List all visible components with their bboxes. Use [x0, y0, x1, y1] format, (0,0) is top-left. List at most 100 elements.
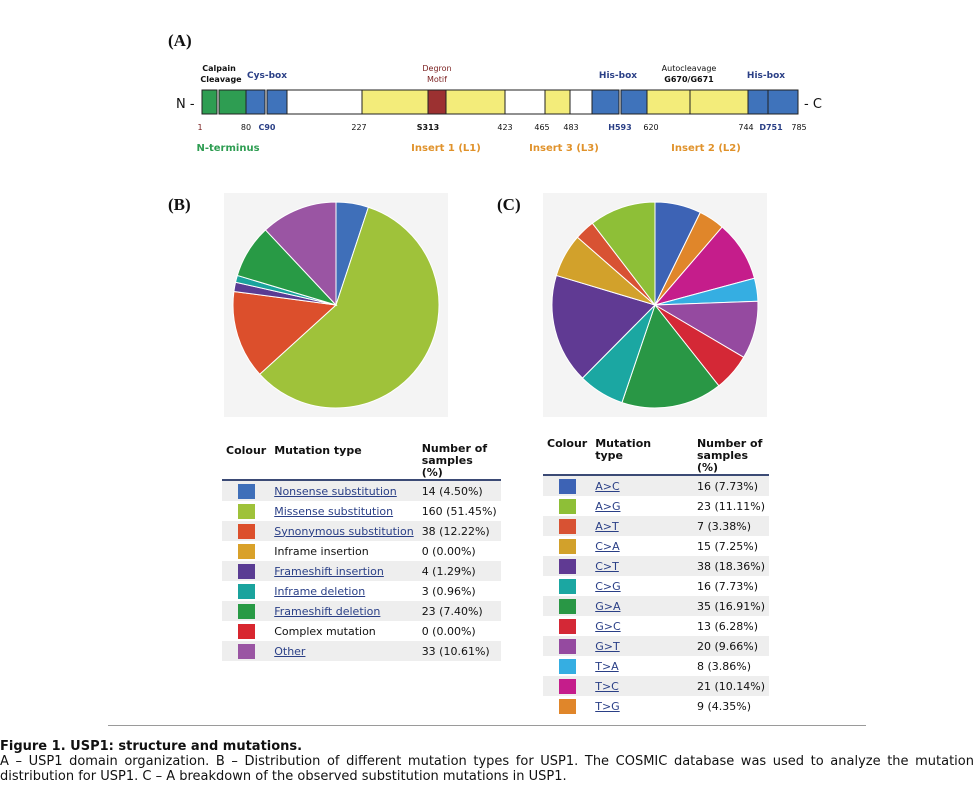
insert1-segment-1 — [361, 89, 429, 115]
table-row: C>G 16 (7.73%) — [543, 576, 769, 596]
table-b-num-header: Number of samples (%) — [421, 442, 488, 479]
colour-swatch — [237, 643, 255, 659]
sample-count: 38 (18.36%) — [696, 559, 765, 573]
region-insert2: Insert 2 (L2) — [671, 143, 741, 154]
colour-swatch — [558, 598, 576, 614]
mutation-type-link[interactable]: Other — [274, 644, 306, 658]
pie-slice — [264, 201, 337, 307]
mutation-type-link[interactable]: A>T — [595, 519, 619, 533]
sample-count: 7 (3.38%) — [696, 519, 751, 533]
sample-count: 16 (7.73%) — [696, 579, 758, 593]
colour-swatch — [237, 623, 255, 639]
pos-227: 227 — [351, 123, 366, 132]
mutation-type-link[interactable]: Frameshift insertion — [274, 564, 384, 578]
n-term-label: N - — [176, 97, 195, 112]
hisbox-segment-4 — [767, 89, 799, 115]
mutation-type-link[interactable]: Frameshift deletion — [274, 604, 381, 618]
sample-count: 4 (1.29%) — [421, 564, 476, 578]
sample-count: 33 (10.61%) — [421, 644, 490, 658]
sample-count: 16 (7.73%) — [696, 479, 758, 493]
caption-title: Figure 1. USP1: structure and mutations. — [0, 739, 303, 754]
colour-swatch — [558, 538, 576, 554]
colour-swatch — [558, 578, 576, 594]
pie-chart-b — [232, 201, 440, 409]
c-term-label: - C — [804, 97, 822, 112]
linker-segment-2 — [504, 89, 546, 115]
figure-caption: Figure 1. USP1: structure and mutations.… — [0, 739, 974, 784]
pie-chart-c — [551, 201, 759, 409]
colour-swatch — [558, 498, 576, 514]
linker-segment-1 — [286, 89, 363, 115]
pos-d751: D751 — [759, 123, 783, 132]
pie-slice — [621, 303, 720, 409]
table-c-num-header: Number of samples (%) — [696, 437, 763, 474]
autocleavage-label-1: Autocleavage — [662, 64, 717, 73]
sample-count: 21 (10.14%) — [696, 679, 765, 693]
domain-bar — [201, 89, 799, 115]
sample-count: 8 (3.86%) — [696, 659, 751, 673]
colour-swatch — [237, 543, 255, 559]
pos-620: 620 — [643, 123, 658, 132]
mutation-type-link[interactable]: Synonymous substitution — [274, 524, 414, 538]
pie-slice — [591, 201, 656, 307]
degron-label-1: Degron — [422, 64, 451, 73]
mutation-type-link[interactable]: C>T — [595, 559, 619, 573]
table-row: T>A 8 (3.86%) — [543, 656, 769, 676]
mutation-type-label: Complex mutation — [274, 624, 376, 638]
mutation-type-link[interactable]: T>C — [595, 679, 619, 693]
sample-count: 160 (51.45%) — [421, 504, 497, 518]
pos-80: 80 — [241, 123, 251, 132]
degron-label-2: Motif — [427, 75, 447, 84]
sample-count: 13 (6.28%) — [696, 619, 758, 633]
calpain-label-1: Calpain — [202, 64, 236, 73]
sample-count: 23 (7.40%) — [421, 604, 483, 618]
table-row: Synonymous substitution 38 (12.22%) — [222, 521, 501, 541]
mutation-type-link[interactable]: G>T — [595, 639, 620, 653]
colour-swatch — [237, 603, 255, 619]
colour-swatch — [558, 478, 576, 494]
table-b-colour-header: Colour — [226, 444, 267, 457]
table-row: Missense substitution 160 (51.45%) — [222, 501, 501, 521]
mutation-type-link[interactable]: Nonsense substitution — [274, 484, 397, 498]
pos-423: 423 — [497, 123, 512, 132]
insert2-segment-1 — [646, 89, 691, 115]
n-terminus-segment — [218, 89, 247, 115]
table-row: G>T 20 (9.66%) — [543, 636, 769, 656]
pos-785: 785 — [791, 123, 806, 132]
calpain-label-2: Cleavage — [200, 75, 242, 84]
mutation-type-link[interactable]: C>A — [595, 539, 620, 553]
table-row: C>A 15 (7.25%) — [543, 536, 769, 556]
table-row: Frameshift deletion 23 (7.40%) — [222, 601, 501, 621]
mutation-type-link[interactable]: Missense substitution — [274, 504, 394, 518]
colour-swatch — [558, 618, 576, 634]
mutation-type-link[interactable]: G>A — [595, 599, 621, 613]
sample-count: 15 (7.25%) — [696, 539, 758, 553]
mutation-type-link[interactable]: T>G — [595, 699, 620, 713]
pie-chart-b-panel — [224, 193, 448, 417]
hisbox-label-1: His-box — [599, 71, 637, 81]
pos-465: 465 — [534, 123, 549, 132]
sample-count: 9 (4.35%) — [696, 699, 751, 713]
linker-segment-3 — [569, 89, 593, 115]
pos-c90: C90 — [258, 123, 275, 132]
domain-diagram: Calpain Cleavage Cys-box Degron Motif Hi… — [176, 64, 822, 154]
mutation-type-link[interactable]: G>C — [595, 619, 621, 633]
table-row: Other 33 (10.61%) — [222, 641, 501, 661]
region-n-terminus: N-terminus — [196, 143, 259, 154]
mutation-type-link[interactable]: A>G — [595, 499, 621, 513]
mutation-type-link[interactable]: T>A — [595, 659, 619, 673]
table-row: Frameshift insertion 4 (1.29%) — [222, 561, 501, 581]
table-row: Complex mutation 0 (0.00%) — [222, 621, 501, 641]
insert1-segment-2 — [445, 89, 506, 115]
mutation-type-link[interactable]: Inframe deletion — [274, 584, 366, 598]
insert3-segment — [544, 89, 571, 115]
mutation-type-link[interactable]: A>C — [595, 479, 620, 493]
autocleavage-label-2: G670/G671 — [664, 75, 714, 84]
colour-swatch — [237, 563, 255, 579]
pos-744: 744 — [738, 123, 753, 132]
mutation-type-link[interactable]: C>G — [595, 579, 621, 593]
colour-swatch — [558, 698, 576, 714]
table-c-type-header: Mutation type — [595, 437, 652, 462]
cysbox-segment-2 — [266, 89, 288, 115]
sample-count: 0 (0.00%) — [421, 544, 476, 558]
